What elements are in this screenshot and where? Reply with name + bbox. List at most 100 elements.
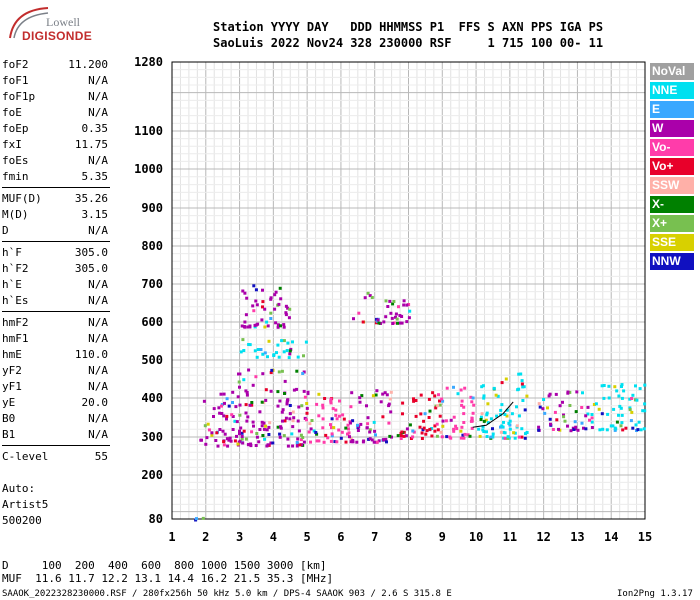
echo-point (492, 386, 496, 390)
echo-point (643, 409, 647, 413)
y-tick-label: 1280 (134, 55, 163, 69)
echo-point (252, 284, 256, 288)
echo-point (505, 414, 509, 418)
param-row: yF2 N/A (2, 364, 108, 379)
param-value: N/A (88, 412, 108, 425)
echo-point (288, 349, 292, 353)
echo-point (365, 404, 368, 408)
echo-point (346, 423, 350, 427)
echo-point (513, 431, 517, 435)
echo-point (283, 392, 286, 395)
echo-point (255, 432, 259, 435)
echo-point (308, 422, 312, 426)
echo-point (433, 424, 437, 428)
echo-point (340, 430, 344, 434)
param-name: yE (2, 396, 16, 409)
echo-point (551, 428, 555, 431)
echo-point (598, 428, 602, 432)
echo-point (258, 410, 262, 414)
echo-point (481, 425, 485, 429)
echo-point (375, 440, 379, 444)
echo-point (249, 444, 253, 448)
echo-point (418, 425, 422, 429)
logo-arc-icon (9, 7, 49, 39)
echo-point (222, 414, 226, 418)
echo-point (323, 397, 327, 400)
echo-point (297, 429, 301, 433)
echo-point (288, 412, 292, 416)
echo-point (360, 394, 364, 398)
param-name: D (2, 224, 9, 237)
echo-point (236, 395, 240, 399)
echo-point (371, 394, 375, 398)
echo-point (295, 441, 299, 444)
echo-point (395, 317, 399, 321)
echo-point (499, 413, 503, 417)
echo-point (347, 427, 350, 431)
param-row: fxI 11.75 (2, 138, 108, 153)
echo-point (414, 399, 418, 402)
echo-point (225, 417, 228, 421)
echo-point (431, 391, 435, 395)
legend-item: SSW (650, 177, 694, 194)
echo-point (307, 430, 311, 434)
echo-point (568, 404, 572, 407)
echo-point (217, 406, 221, 410)
echo-point (261, 434, 265, 437)
echo-point (634, 423, 638, 427)
echo-point (252, 424, 255, 428)
param-name: foEp (2, 122, 29, 135)
echo-point (400, 315, 404, 318)
echo-point (582, 426, 585, 430)
echo-point (440, 397, 444, 401)
echo-point (500, 403, 504, 407)
echo-point (256, 348, 260, 351)
echo-point (543, 411, 547, 415)
echo-point (291, 340, 294, 344)
echo-point (485, 435, 489, 438)
echo-point (506, 436, 510, 440)
echo-point (468, 434, 472, 438)
echo-point (449, 418, 453, 422)
echo-point (255, 303, 259, 307)
echo-point (244, 389, 248, 393)
echo-point (574, 425, 578, 429)
echo-point (537, 428, 541, 432)
echo-point (485, 411, 489, 415)
echo-point (618, 404, 622, 408)
echo-point (504, 377, 508, 381)
echo-point (523, 408, 527, 412)
echo-point (588, 418, 591, 422)
echo-point (547, 394, 551, 398)
echo-point (481, 384, 485, 388)
echo-point (284, 311, 288, 315)
echo-point (412, 397, 415, 401)
echo-point (330, 434, 334, 438)
echo-point (597, 407, 601, 411)
echo-point (351, 419, 355, 423)
echo-point (370, 296, 374, 299)
echo-point (262, 421, 266, 425)
echo-point (326, 436, 330, 440)
echo-point (508, 419, 512, 423)
param-value: N/A (88, 316, 108, 329)
echo-point (386, 305, 390, 308)
echo-point (252, 309, 256, 313)
echo-point (572, 428, 576, 431)
y-tick-label: 80 (149, 512, 163, 526)
echo-point (297, 405, 301, 409)
echo-point (306, 390, 310, 394)
param-value: N/A (88, 154, 108, 167)
echo-point (246, 415, 250, 419)
echo-point (495, 414, 499, 418)
echo-point (569, 429, 573, 433)
y-tick-label: 500 (141, 353, 163, 367)
echo-point (303, 395, 307, 399)
echo-point (218, 411, 222, 415)
echo-point (283, 379, 287, 383)
echo-point (233, 439, 237, 443)
echo-point (507, 421, 511, 425)
echo-point (385, 393, 389, 397)
echo-point (231, 401, 234, 404)
echo-point (264, 388, 268, 392)
